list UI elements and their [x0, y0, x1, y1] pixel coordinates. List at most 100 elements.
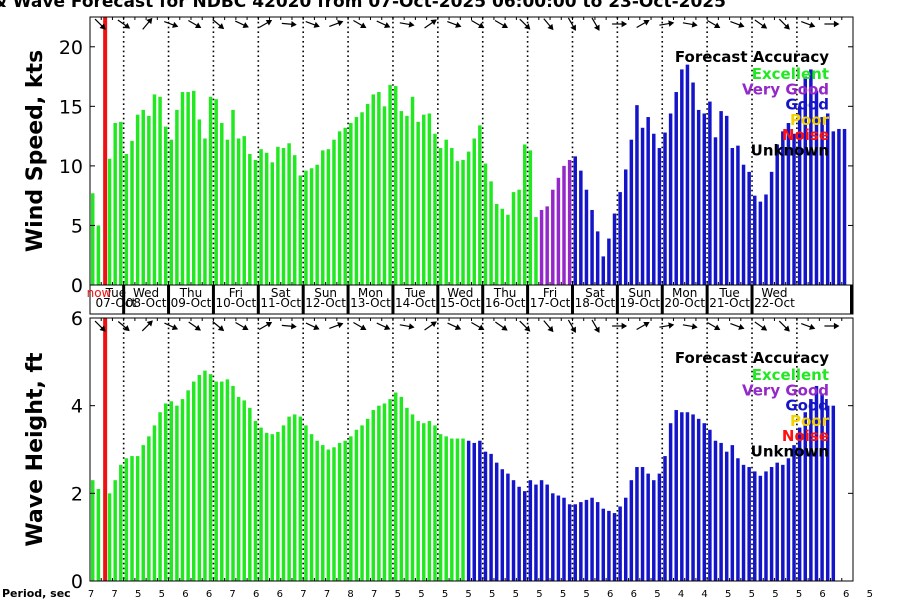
arrow-head — [809, 323, 816, 330]
bar — [321, 150, 325, 285]
bar — [478, 440, 482, 581]
bar — [130, 140, 134, 285]
direction-arrow — [399, 21, 415, 28]
bar — [197, 119, 202, 285]
direction-arrow — [376, 322, 391, 330]
day-separator — [436, 285, 440, 314]
direction-arrow — [659, 20, 675, 27]
direction-arrow — [612, 20, 628, 28]
bar — [152, 425, 157, 581]
bar — [652, 133, 656, 285]
bar — [225, 379, 230, 581]
direction-arrow — [543, 18, 554, 31]
bar — [405, 115, 409, 285]
direction-arrow — [754, 19, 768, 29]
y-tick-label: 20 — [59, 37, 83, 59]
period-value: 6 — [277, 589, 283, 600]
bar — [696, 418, 701, 581]
day-strip-frame — [89, 284, 854, 315]
y-tick-label: 10 — [59, 156, 83, 178]
bar — [332, 447, 336, 581]
bar — [197, 374, 202, 581]
direction-arrow — [188, 19, 202, 29]
bar — [730, 445, 735, 581]
direction-arrow — [471, 19, 485, 29]
direction-arrow — [117, 321, 130, 332]
bar — [360, 425, 364, 581]
arrow-head — [242, 22, 249, 28]
direction-arrow — [447, 322, 462, 330]
bar — [680, 69, 684, 285]
period-value: 5 — [560, 589, 566, 600]
bar — [163, 403, 168, 581]
arrow-head — [360, 22, 367, 29]
bar — [809, 69, 813, 285]
bar — [175, 405, 179, 581]
day-separator — [481, 285, 485, 314]
direction-arrow — [824, 322, 840, 330]
arrow-head — [809, 21, 816, 28]
bar — [242, 400, 246, 581]
bar — [365, 418, 370, 581]
bar — [360, 112, 364, 285]
bar — [119, 121, 123, 285]
bar — [786, 458, 791, 581]
bar — [466, 440, 471, 581]
bar — [438, 434, 443, 581]
legend-item: Good — [785, 397, 829, 415]
bar — [399, 111, 404, 285]
bar — [287, 143, 291, 285]
bar — [629, 480, 634, 581]
period-value: 5 — [513, 589, 519, 600]
legend-item: Poor — [790, 412, 830, 430]
bar — [264, 432, 269, 581]
y-tick-label: 15 — [59, 96, 83, 118]
direction-arrow — [591, 319, 600, 333]
bar — [500, 208, 505, 285]
direction-arrow — [730, 21, 745, 28]
period-value: 5 — [867, 589, 873, 600]
bar — [764, 194, 768, 285]
bar — [175, 109, 179, 285]
period-value: 6 — [253, 589, 259, 600]
bar — [399, 396, 404, 581]
arrow-head — [217, 325, 225, 332]
arrow-head — [194, 22, 202, 29]
bar — [753, 195, 757, 285]
bar — [820, 394, 824, 581]
day-name: Tue — [404, 286, 426, 300]
day-separator — [167, 285, 171, 314]
arrow-head — [384, 22, 391, 28]
day-date: 21-Oct — [709, 296, 750, 310]
arrow-head — [146, 17, 153, 25]
bar — [797, 106, 802, 285]
arrow-head — [593, 24, 600, 31]
direction-arrow — [778, 320, 790, 332]
bar — [825, 405, 830, 581]
arrow-head — [547, 23, 554, 31]
direction-arrow — [495, 321, 508, 331]
arrow-head — [313, 324, 320, 330]
bar — [349, 436, 353, 581]
now-label: now — [87, 286, 112, 300]
bar — [304, 425, 308, 581]
day-name: Mon — [672, 286, 697, 300]
bar — [646, 117, 650, 285]
arrow-head — [643, 321, 650, 328]
bar — [326, 449, 331, 581]
bar — [371, 94, 375, 285]
direction-arrow — [212, 19, 225, 30]
bar — [494, 204, 499, 285]
day-name: Sun — [314, 286, 337, 300]
bar — [147, 115, 151, 285]
period-row: Period, sec 7 7 5 5 6 6 7 6 6 7 7 8 7 5 5 5 5 5 5 5 5 5 6 6 5 4 4 5… — [2, 587, 873, 600]
bar — [276, 146, 280, 285]
bar — [450, 148, 454, 285]
bar — [371, 410, 375, 581]
bar — [208, 96, 213, 285]
bar — [730, 148, 735, 285]
arrow-head — [738, 21, 745, 28]
bar — [769, 467, 774, 581]
bar — [623, 169, 628, 285]
bar — [708, 429, 712, 581]
